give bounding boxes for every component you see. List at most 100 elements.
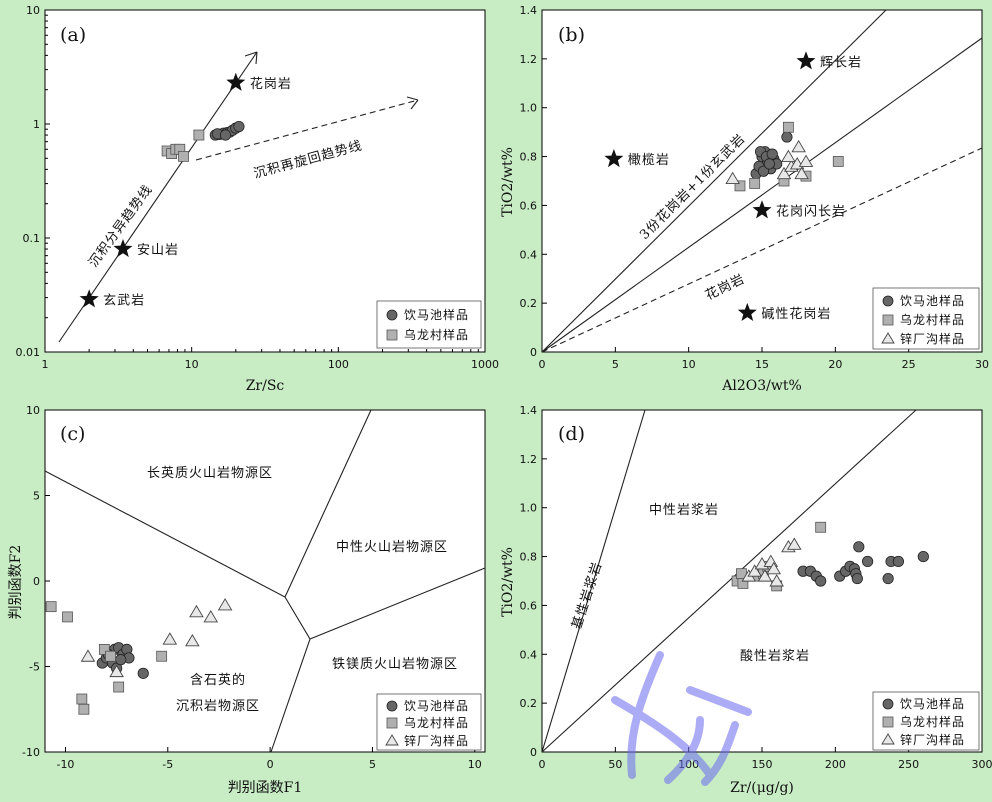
panel-b-ylabel: TiO2/wt% [500,147,516,217]
reference-star [113,239,133,258]
y-tick-label: 1.0 [520,102,538,115]
y-tick-label: 0.1 [23,232,41,245]
panel-d-ylabel: TiO2/wt% [500,547,516,617]
region-intermediate: 中性火山岩物源区 [336,540,448,555]
data-point-triangle [766,561,782,575]
region-felsic: 长英质火山岩物源区 [147,466,273,481]
reference-star [79,289,99,308]
data-point-triangle [776,166,792,180]
boundary-felsic-intermediate [284,409,372,598]
data-point-circle [763,158,775,170]
region-quartzose-line1: 含石英的 [190,672,246,688]
data-point-triangle [791,139,806,153]
x-tick-label: 200 [825,758,846,771]
reference-star [604,149,624,168]
data-point-triangle [185,633,200,647]
data-point-circle [917,550,929,563]
legend-label-yinmachi: 饮马池样品 [900,293,965,308]
granodiorite-line [541,37,983,353]
data-point-triangle [203,610,219,623]
legend-circle-marker [386,309,398,321]
y-tick-label: 0.4 [520,648,538,661]
data-point-square [832,156,844,167]
legend-label-xinchanggou: 锌厂沟样品 [900,331,965,346]
y-tick-label: 0.2 [520,697,538,710]
panel-b-xlabel: Al2O3/wt% [721,378,802,394]
x-tick-label: 1 [42,358,49,371]
x-tick-label: 30 [975,358,989,371]
data-point-square [783,121,794,133]
data-point-triangle [798,154,814,167]
reference-star-label: 安山岩 [137,243,179,258]
data-point-triangle [747,564,762,577]
x-tick-label: 0 [539,758,546,771]
legend-square-marker [386,329,398,341]
legend-circle-marker [882,698,894,710]
reference-star-label: 橄榄岩 [628,152,670,168]
panel-c-xlabel: 判别函数F1 [228,780,303,796]
data-point-square [815,521,827,533]
data-point-square [76,693,88,705]
y-tick-label: 0 [530,346,537,359]
y-tick-label: 1.0 [520,502,538,515]
sedimentary-differentiation-trend [58,51,258,343]
data-point-triangle [781,149,796,163]
boundary-intermediate-mafic [309,567,486,640]
x-tick-label: 10 [185,358,199,371]
data-point-square [193,129,205,141]
data-point-square [105,650,116,662]
panel-d-points [731,521,929,592]
y-tick-label: 0 [33,575,40,588]
y-tick-label: 0.6 [520,599,538,612]
data-point-circle [892,555,905,568]
reference-star-label: 花岗闪长岩 [776,203,846,219]
x-tick-label: 10 [468,758,482,771]
panel-c-ticks: -10 -5 0 5 10 -10 -5 0 5 10 [22,404,482,771]
boundary-felsic-sedimentary [44,470,311,753]
data-point-square [737,578,749,589]
data-point-square [113,681,125,693]
data-point-circle [882,572,894,585]
data-point-circle [851,572,863,585]
data-point-square [78,703,90,715]
panel-c-letter: (c) [60,423,85,445]
panel-c-points [45,598,233,715]
legend-label-xinchanggou: 锌厂沟样品 [404,733,469,748]
panel-b-letter: (b) [558,24,585,46]
data-point-triangle [786,537,802,550]
legend-label-wulongcun: 乌龙村样品 [900,312,965,327]
x-tick-label: 100 [328,358,349,371]
data-point-triangle [189,604,204,618]
data-point-circle [757,165,770,177]
data-point-square [749,178,761,189]
reference-star [737,302,757,321]
x-tick-label: 25 [902,358,916,371]
y-tick-label: 0.8 [520,551,538,564]
reference-star [796,51,816,70]
panel-b-ticks: 0 5 10 15 20 25 30 0 0.2 0.4 0.6 0.8 1.0 1.2 1.4 [520,4,990,371]
panel-d-letter: (d) [558,423,585,445]
region-felsic-magma: 酸性岩浆岩 [740,649,810,664]
panel-d-xlabel: Zr/(μg/g) [730,780,794,796]
x-tick-label: 20 [828,358,842,371]
x-tick-label: 15 [755,358,769,371]
recycling-trend [195,99,419,161]
legend-label-wulongcun: 乌龙村样品 [404,715,469,730]
data-point-square [734,180,746,192]
y-tick-label: -10 [22,746,40,759]
reference-star-label: 辉长岩 [820,55,862,70]
panel-b-legend: 饮马池样品 乌龙村样品 锌厂沟样品 [872,287,980,350]
y-tick-label: 10 [26,4,40,17]
legend-label-wulongcun: 乌龙村样品 [404,327,469,342]
y-tick-label: 0 [530,746,537,759]
panel-b: (b) 0 5 10 15 20 25 30 0 0.2 0.4 0.6 0.8 1.0 1.2 1.4 3… [500,4,989,394]
panel-a-plot-area [44,9,486,353]
panel-c-ylabel: 判别函数F2 [8,545,24,620]
boundary-mafic-intermediate [541,409,646,753]
panel-d-legend: 饮马池样品 乌龙村样品 锌厂沟样品 [872,691,980,751]
panel-a-points [161,120,245,162]
data-point-triangle [217,598,233,611]
